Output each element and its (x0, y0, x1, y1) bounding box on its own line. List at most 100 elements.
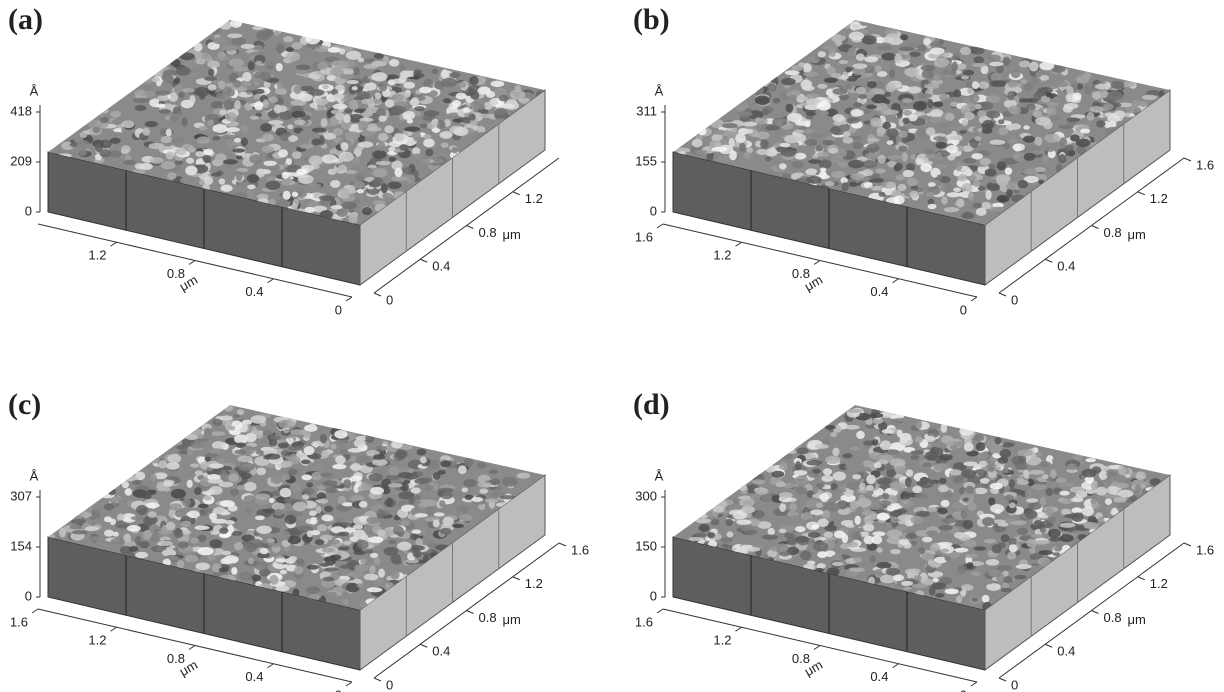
grain (953, 126, 969, 131)
grain (739, 129, 753, 134)
grain (986, 583, 1001, 591)
grain (1108, 91, 1123, 101)
grain (372, 168, 387, 177)
grain (819, 494, 829, 500)
grain (204, 427, 213, 437)
grain (239, 571, 252, 581)
grain (148, 511, 157, 518)
grain (337, 532, 349, 537)
grain (832, 562, 843, 566)
grain (934, 58, 950, 68)
front-tick-label: 1.2 (88, 248, 106, 263)
side-tick (1138, 577, 1145, 580)
grain (343, 599, 349, 605)
grain (791, 161, 804, 168)
grain (842, 182, 849, 191)
grain (182, 88, 195, 92)
grain (911, 541, 917, 546)
grain (148, 457, 160, 464)
grain (902, 98, 912, 103)
grain (246, 90, 252, 94)
grain (333, 128, 343, 136)
grain (414, 111, 421, 116)
grain (829, 148, 838, 154)
grain (276, 105, 288, 112)
grain (219, 415, 233, 420)
grain (178, 541, 189, 548)
grain (334, 430, 347, 439)
grain (418, 478, 432, 483)
grain (1026, 104, 1036, 111)
front-tick (814, 261, 820, 265)
grain (210, 431, 225, 436)
grain (348, 100, 359, 110)
grain (212, 441, 226, 449)
grain (174, 77, 180, 84)
side-tick (999, 293, 1006, 296)
grain (181, 521, 192, 527)
z-tick-label: 0 (25, 203, 32, 218)
grain (864, 56, 878, 62)
grain (890, 517, 897, 524)
z-unit: Å (30, 468, 39, 483)
grain (252, 26, 264, 30)
grain (210, 172, 221, 176)
grain (804, 129, 814, 133)
grain (411, 97, 419, 106)
grain (822, 475, 833, 482)
grain (317, 524, 328, 531)
grain (880, 575, 895, 583)
grain (1054, 546, 1062, 551)
grain (330, 180, 340, 188)
grain (1034, 137, 1042, 146)
grain (187, 511, 200, 519)
grain (239, 462, 255, 471)
grain (1095, 84, 1110, 90)
grain (1092, 91, 1101, 100)
grain (1029, 62, 1039, 72)
front-tick (893, 279, 899, 283)
grain (350, 476, 363, 482)
grain (299, 94, 313, 102)
grain (924, 451, 938, 461)
grain (930, 47, 945, 54)
grain (899, 131, 908, 139)
grain (849, 182, 858, 187)
grain (182, 498, 191, 506)
grain (990, 140, 1006, 145)
grain (1030, 534, 1044, 538)
grain (244, 482, 257, 492)
grain (176, 445, 187, 450)
grain (156, 104, 165, 108)
grain (138, 165, 146, 170)
grain (142, 127, 150, 135)
grain (255, 61, 262, 66)
grain (736, 519, 751, 524)
grain (423, 134, 431, 139)
grain (707, 532, 715, 538)
grain (877, 477, 892, 485)
grain (923, 462, 932, 467)
grain (321, 118, 328, 127)
grain (366, 517, 379, 524)
grain (980, 158, 991, 165)
grain (914, 575, 922, 581)
grain (817, 84, 827, 89)
grain (244, 495, 257, 504)
grain (360, 558, 367, 564)
grain (341, 202, 357, 210)
grain (411, 530, 421, 534)
grain (166, 476, 179, 480)
grain (985, 190, 991, 200)
grain (922, 552, 935, 561)
grain (905, 477, 912, 487)
grain (276, 63, 283, 71)
grain (831, 171, 845, 178)
grain (915, 421, 922, 429)
grain (208, 463, 223, 468)
grain (326, 592, 337, 597)
grain (952, 502, 964, 509)
grain (404, 480, 411, 484)
grain (127, 525, 141, 532)
grain (174, 440, 183, 445)
